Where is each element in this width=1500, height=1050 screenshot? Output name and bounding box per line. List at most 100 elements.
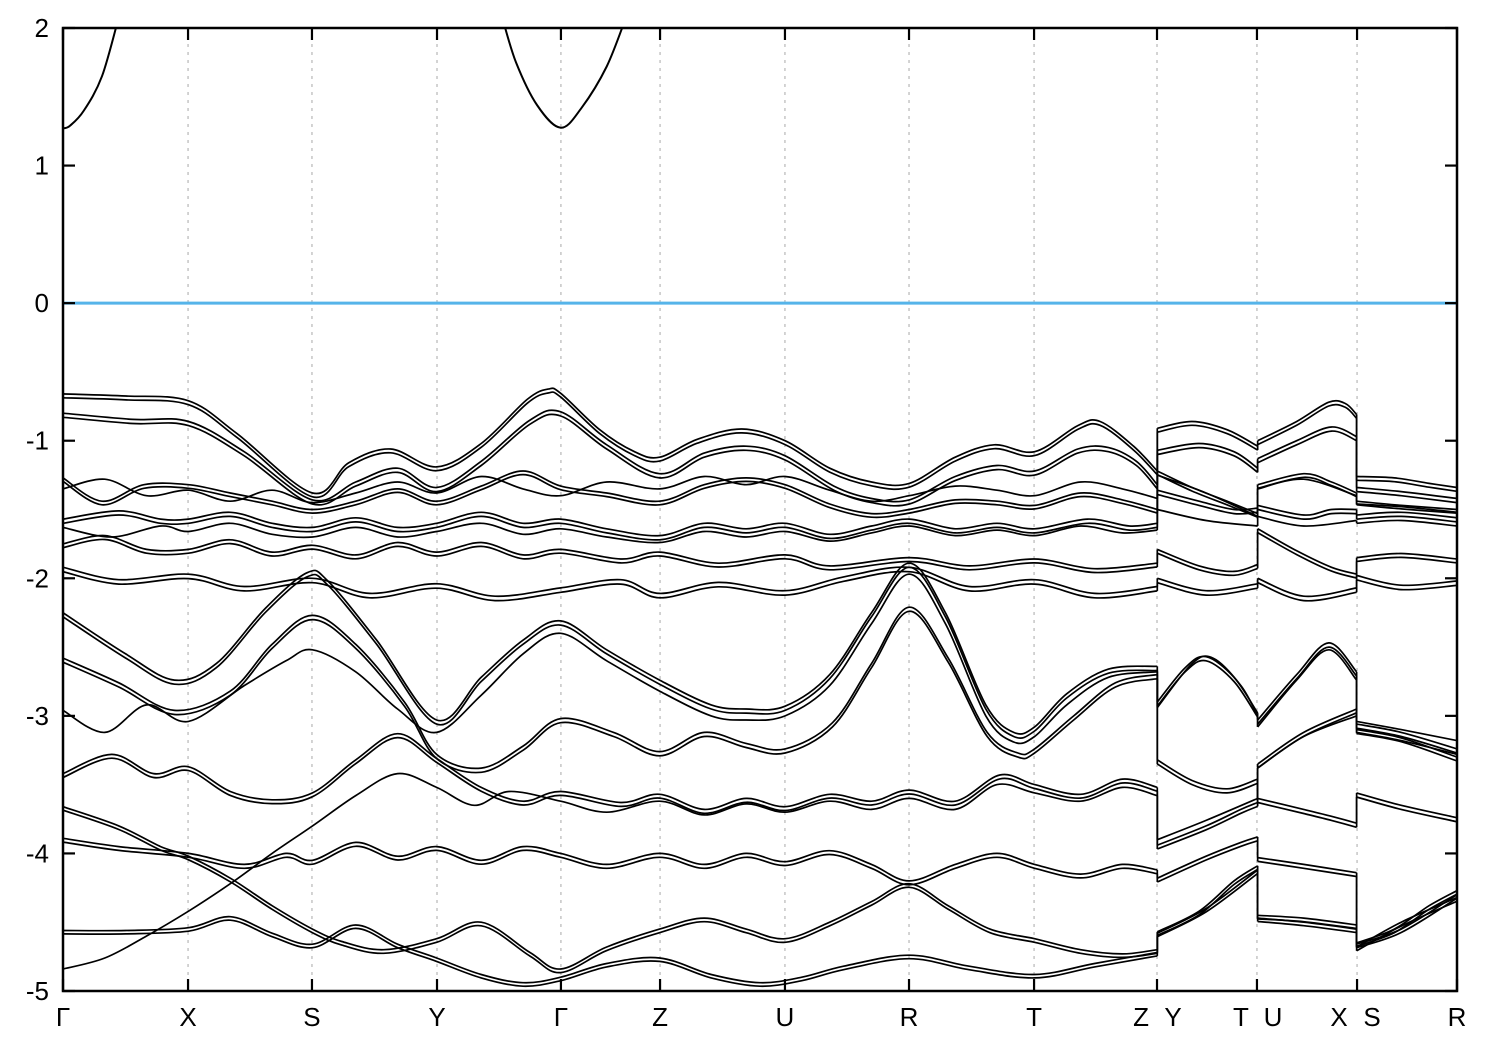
band-line <box>63 566 1158 739</box>
band-line <box>1257 648 1358 728</box>
band-line <box>1257 577 1357 598</box>
x-tick-label: S <box>1363 1002 1380 1032</box>
band-line <box>63 562 1158 735</box>
band-line <box>1257 531 1357 579</box>
y-tick-label: 2 <box>35 13 49 43</box>
axis-labels: 210-1-2-3-4-5Γ X S Y Γ Z U R T Z Y T U X S R <box>26 13 1467 1032</box>
band-line <box>63 538 1158 574</box>
band-line <box>1257 917 1357 930</box>
x-tick-label: U <box>776 1002 795 1032</box>
band-line <box>1157 577 1258 592</box>
y-tick-label: -1 <box>26 426 49 456</box>
band-line <box>63 809 1158 974</box>
band-line <box>63 837 1158 882</box>
band-line <box>504 28 624 129</box>
y-tick-label: 0 <box>35 288 49 318</box>
band-line <box>63 409 1158 503</box>
band-line <box>1356 479 1457 493</box>
band-line <box>63 610 1158 774</box>
band-line <box>1157 493 1258 515</box>
band-line <box>1257 581 1357 602</box>
x-tick-label: U <box>1264 1002 1283 1032</box>
band-line <box>63 736 1158 815</box>
band-line <box>1356 731 1457 756</box>
band-line <box>1257 914 1357 926</box>
band-line <box>63 772 1158 970</box>
axis-ticks <box>61 26 1459 993</box>
band-line <box>1356 519 1457 527</box>
band-line <box>63 514 1158 541</box>
band-line <box>1356 579 1457 591</box>
band-line <box>1356 723 1457 750</box>
band-line <box>1157 420 1259 447</box>
x-tick-label: Y <box>1164 1002 1181 1032</box>
band-line <box>1356 552 1457 560</box>
band-line <box>1156 839 1258 883</box>
band-line <box>63 732 1158 811</box>
band-line <box>1157 581 1258 596</box>
band-line <box>1356 511 1457 519</box>
band-line <box>1257 856 1357 874</box>
x-tick-label: R <box>1448 1002 1467 1032</box>
band-line <box>1157 489 1258 511</box>
band-line <box>1257 801 1357 829</box>
x-tick-label: Z <box>652 1002 668 1032</box>
band-line <box>63 606 1158 770</box>
band-line <box>1356 796 1457 823</box>
band-line <box>1157 474 1259 518</box>
band-line <box>63 841 1158 886</box>
x-tick-label: T <box>1233 1002 1249 1032</box>
band-line <box>1356 720 1457 742</box>
band-line <box>1356 728 1457 758</box>
band-line <box>1156 801 1259 846</box>
x-tick-label: T <box>1026 1002 1042 1032</box>
band-line <box>1156 759 1258 790</box>
band-line <box>1157 442 1259 469</box>
band-line <box>63 387 1158 495</box>
band-line <box>1156 548 1258 573</box>
x-tick-label: R <box>900 1002 919 1032</box>
band-line <box>1257 430 1357 464</box>
band-line <box>63 510 1158 537</box>
band-line <box>1157 508 1258 527</box>
band-line <box>1257 478 1357 497</box>
x-tick-label: Γ <box>554 1002 568 1032</box>
band-line <box>1257 528 1357 576</box>
y-tick-label: 1 <box>35 151 49 181</box>
band-line <box>1156 836 1258 879</box>
band-line <box>63 573 1158 745</box>
band-line <box>63 475 1158 504</box>
band-line <box>63 566 1158 598</box>
band-line <box>1156 869 1259 934</box>
band-line <box>1257 426 1357 460</box>
band-line <box>1156 805 1259 850</box>
y-tick-label: -4 <box>26 838 49 868</box>
band-line <box>63 805 1158 970</box>
band-line <box>1257 860 1357 878</box>
band-line <box>1356 515 1457 523</box>
band-line <box>1157 424 1259 451</box>
band-line <box>1257 508 1357 520</box>
band-line <box>1257 646 1358 725</box>
band-line <box>1257 715 1357 769</box>
band-line <box>63 915 1158 984</box>
band-lines <box>63 28 1457 988</box>
band-line <box>1356 503 1457 514</box>
band-line <box>1257 797 1357 825</box>
band-line <box>1257 472 1357 494</box>
band-line <box>63 570 1158 602</box>
y-tick-label: -3 <box>26 701 49 731</box>
plot-border <box>61 26 1459 993</box>
band-line <box>1356 556 1457 564</box>
x-tick-label: X <box>179 1002 196 1032</box>
band-line <box>1356 574 1457 587</box>
band-line <box>63 470 1158 515</box>
band-line <box>1156 655 1259 717</box>
band-line <box>63 28 117 130</box>
band-line <box>1257 504 1357 516</box>
x-tick-label: Z <box>1133 1002 1149 1032</box>
band-line <box>1257 708 1357 765</box>
x-tick-label: X <box>1330 1002 1347 1032</box>
